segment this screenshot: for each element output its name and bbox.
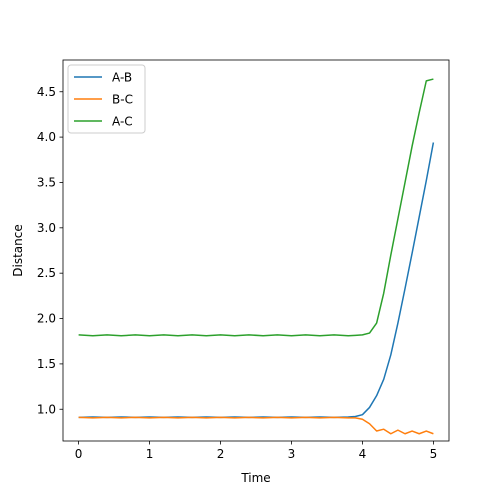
- x-tick-label: 1: [146, 447, 154, 461]
- y-tick-label: 1.0: [37, 402, 56, 416]
- x-tick-label: 2: [217, 447, 225, 461]
- x-axis-title: Time: [240, 471, 270, 485]
- y-tick-label: 1.5: [37, 357, 56, 371]
- y-tick-label: 2.0: [37, 312, 56, 326]
- legend-label-a-b: A-B: [112, 71, 132, 85]
- y-tick-label: 4.0: [37, 130, 56, 144]
- plot-area: 0 1 2 3 4 5 1.0 1.5 2.0 2.5 3.0 3.5 4.0 4.5: [37, 59, 450, 461]
- x-tick-label: 5: [430, 447, 438, 461]
- legend-box: [67, 64, 146, 134]
- y-tick-label: 4.5: [37, 85, 56, 99]
- y-tick-label: 3.5: [37, 175, 56, 189]
- axes-frame: [62, 59, 450, 442]
- y-tick-label: 2.5: [37, 266, 56, 280]
- x-tick-label: 3: [288, 447, 296, 461]
- y-axis-title: Distance: [11, 224, 25, 276]
- x-tick-label: 0: [75, 447, 83, 461]
- legend-label-b-c: B-C: [112, 93, 133, 107]
- x-tick-label: 4: [359, 447, 367, 461]
- legend: A-B B-C A-C: [67, 64, 146, 134]
- series-line-b-c: [78, 416, 434, 435]
- series-line-a-c: [78, 78, 434, 337]
- y-tick-label: 3.0: [37, 221, 56, 235]
- legend-label-a-c: A-C: [112, 115, 133, 129]
